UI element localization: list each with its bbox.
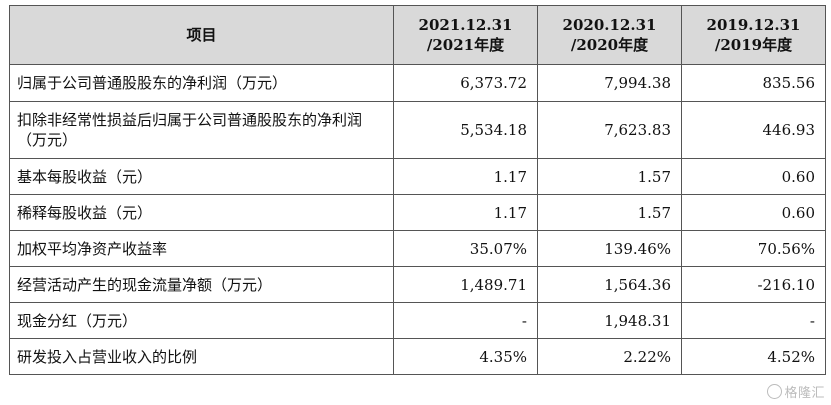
- cell-2020: 7,623.83: [537, 101, 682, 159]
- cell-2020: 7,994.38: [537, 64, 682, 102]
- cell-2020: 2.22%: [537, 338, 682, 375]
- table-row: 稀释每股收益（元） 1.17 1.57 0.60: [9, 194, 826, 231]
- cell-2021: 4.35%: [393, 338, 538, 375]
- cell-2020: 1.57: [537, 158, 682, 195]
- cell-2019: -216.10: [681, 266, 826, 303]
- cell-2021: 1.17: [393, 194, 538, 231]
- header-2019: 2019.12.31 /2019年度: [681, 5, 826, 65]
- table-row: 经营活动产生的现金流量净额（万元） 1,489.71 1,564.36 -216…: [9, 266, 826, 303]
- header-2019-year: /2019年度: [714, 36, 793, 54]
- cell-2021: 1,489.71: [393, 266, 538, 303]
- cell-2020: 1,948.31: [537, 302, 682, 339]
- row-label: 归属于公司普通股股东的净利润（万元）: [9, 64, 394, 102]
- row-label: 现金分红（万元）: [9, 302, 394, 339]
- header-2021-year: /2021年度: [426, 36, 505, 54]
- table-row: 加权平均净资产收益率 35.07% 139.46% 70.56%: [9, 230, 826, 267]
- watermark-text: 格隆汇: [784, 386, 825, 401]
- cell-2020: 139.46%: [537, 230, 682, 267]
- watermark: 格隆汇: [767, 382, 825, 401]
- cell-2019: 0.60: [681, 194, 826, 231]
- financial-table-container: 项目 2021.12.31 /2021年度 2020.12.31 /2020年度…: [9, 5, 826, 375]
- table-header-row: 项目 2021.12.31 /2021年度 2020.12.31 /2020年度…: [9, 5, 826, 65]
- row-label: 研发投入占营业收入的比例: [9, 338, 394, 375]
- financial-data-table: 项目 2021.12.31 /2021年度 2020.12.31 /2020年度…: [9, 5, 826, 375]
- row-label: 稀释每股收益（元）: [9, 194, 394, 231]
- header-2020-date: 2020.12.31: [562, 16, 657, 34]
- cell-2019: 70.56%: [681, 230, 826, 267]
- cell-2019: 446.93: [681, 101, 826, 159]
- cell-2019: 0.60: [681, 158, 826, 195]
- cell-2019: 835.56: [681, 64, 826, 102]
- table-row: 研发投入占营业收入的比例 4.35% 2.22% 4.52%: [9, 338, 826, 375]
- cell-2019: 4.52%: [681, 338, 826, 375]
- row-label: 扣除非经常性损益后归属于公司普通股股东的净利润（万元）: [9, 101, 394, 159]
- row-label: 基本每股收益（元）: [9, 158, 394, 195]
- table-row: 归属于公司普通股股东的净利润（万元） 6,373.72 7,994.38 835…: [9, 64, 826, 102]
- cell-2020: 1.57: [537, 194, 682, 231]
- table-row: 现金分红（万元） - 1,948.31 -: [9, 302, 826, 339]
- header-item: 项目: [9, 5, 394, 65]
- row-label: 加权平均净资产收益率: [9, 230, 394, 267]
- cell-2020: 1,564.36: [537, 266, 682, 303]
- cell-2019: -: [681, 302, 826, 339]
- table-row: 扣除非经常性损益后归属于公司普通股股东的净利润（万元） 5,534.18 7,6…: [9, 101, 826, 159]
- header-2020-year: /2020年度: [570, 36, 649, 54]
- header-2021-date: 2021.12.31: [418, 16, 513, 34]
- header-2019-date: 2019.12.31: [706, 16, 801, 34]
- watermark-logo-icon: [767, 384, 783, 399]
- cell-2021: 1.17: [393, 158, 538, 195]
- header-2021: 2021.12.31 /2021年度: [393, 5, 538, 65]
- cell-2021: 35.07%: [393, 230, 538, 267]
- table-row: 基本每股收益（元） 1.17 1.57 0.60: [9, 158, 826, 195]
- row-label: 经营活动产生的现金流量净额（万元）: [9, 266, 394, 303]
- cell-2021: 5,534.18: [393, 101, 538, 159]
- cell-2021: 6,373.72: [393, 64, 538, 102]
- header-2020: 2020.12.31 /2020年度: [537, 5, 682, 65]
- cell-2021: -: [393, 302, 538, 339]
